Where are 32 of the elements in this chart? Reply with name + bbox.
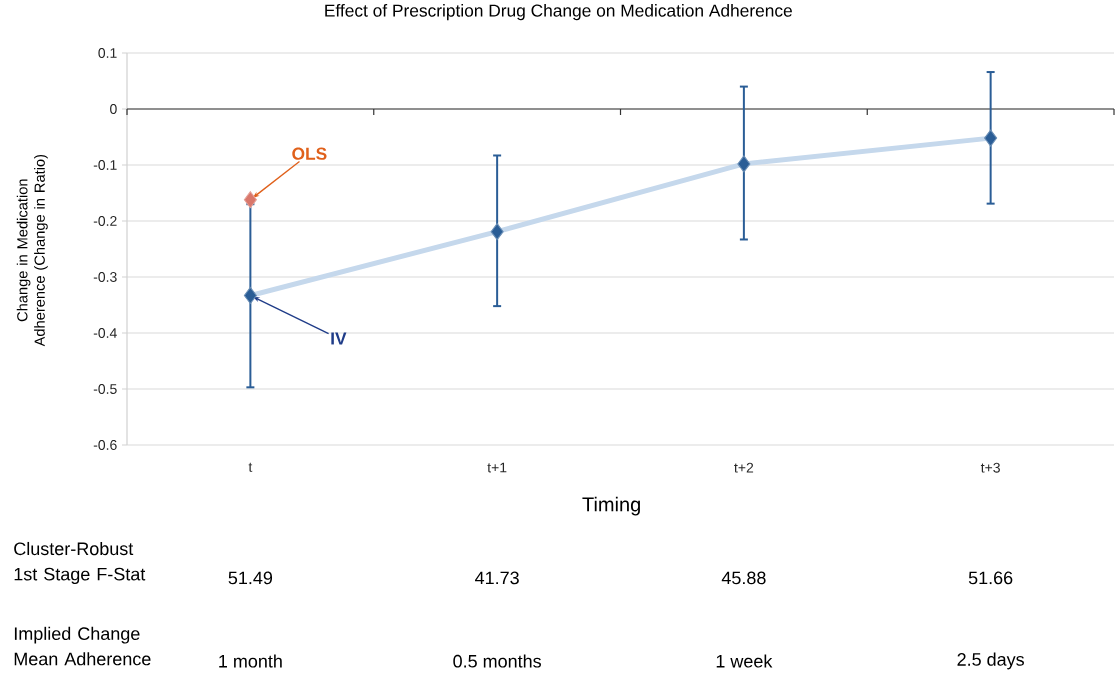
y-tick-label: -0.1 [93,160,117,170]
text: Cluster-Robust 1st Stage F-Stat [14,541,146,585]
point [243,191,257,209]
text: 0.5 months [453,654,541,668]
chart-title: Effect of Prescription Drug Change on Medication Adherence [325,3,792,21]
annotation: IV [331,332,347,345]
text: 1 month [219,654,282,668]
y-tick-label: 0.1 [98,48,117,58]
x-tick-label: t+1 [487,462,507,473]
text: 51.66 [968,571,1013,585]
text: 1 week [716,654,773,668]
point [490,223,504,241]
y-tick-label: -0.4 [93,328,117,338]
y-tick-label: 0 [110,104,117,114]
point [243,286,257,305]
y-tick-label: -0.5 [93,384,117,394]
annotation: OLS [292,147,327,160]
text: 2.5 days [957,652,1024,670]
x-axis-title: Timing [582,496,640,516]
text: 41.73 [475,571,519,585]
point [737,155,751,173]
text: Implied Change Mean Adherence [14,626,151,666]
x-tick-label: t+2 [734,462,754,473]
x-tick-label: t+3 [980,462,1000,473]
y-axis-title: Change in Medication Adherence (Change in Ratio) [16,154,48,347]
y-tick-label: -0.6 [93,440,117,450]
y-tick-label: -0.3 [93,272,117,282]
y-tick-label: -0.2 [93,216,117,226]
text: 51.49 [228,571,273,585]
text: 45.88 [721,571,766,585]
point [984,129,998,147]
x-tick-label: t [248,462,253,472]
